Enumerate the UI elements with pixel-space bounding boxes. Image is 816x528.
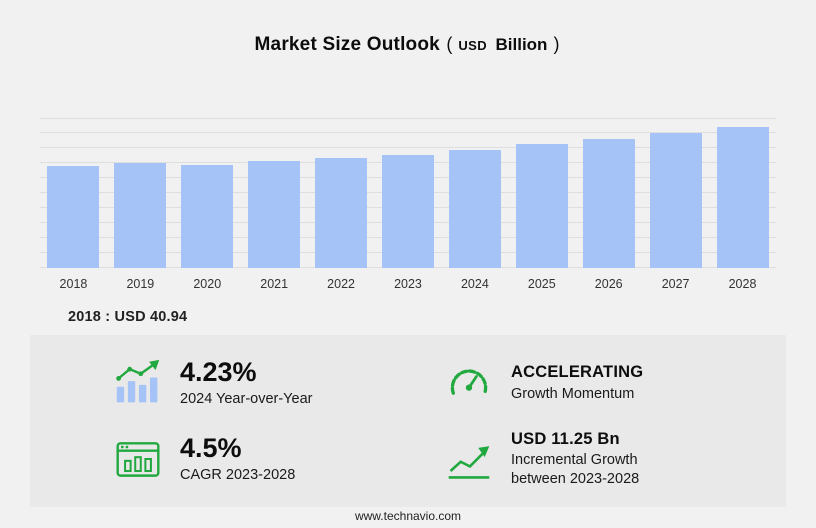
bar-chart: 2018 2019 2020 2021 2022 2023 2024 2025 2026 2027… [40, 118, 776, 291]
x-tick-2023: 2023 [394, 277, 422, 291]
subtitle-paren-close: ) [553, 34, 560, 54]
speedometer-icon [450, 369, 488, 395]
bar-2024 [448, 149, 501, 268]
stat-year-over-year: 4.23% 2024 Year-over-Year [114, 358, 445, 407]
plot-area [40, 118, 776, 268]
stat-growth-momentum: ACCELERATING Growth Momentum [445, 359, 776, 407]
growth-arrow-icon [448, 446, 490, 479]
x-tick-2020: 2020 [193, 277, 222, 291]
bar-2028 [716, 126, 769, 268]
bar-column-2028 [709, 119, 776, 268]
bar-column-2023 [375, 119, 442, 268]
bar-2026 [582, 138, 635, 268]
bars [40, 119, 776, 268]
x-tick-2028: 2028 [728, 277, 757, 291]
bar-2025 [515, 144, 568, 268]
chart-header: Market Size Outlook ( USD Billion) [0, 0, 816, 56]
stat-value: ACCELERATING [511, 363, 644, 382]
bar-column-2018 [40, 119, 107, 268]
chart-window-icon [116, 442, 160, 477]
stat-incremental-growth: USD 11.25 Bn Incremental Growth between … [445, 430, 776, 487]
subtitle-paren-open: ( [446, 34, 453, 54]
stat-text: ACCELERATING Growth Momentum [511, 363, 643, 402]
bar-2018 [47, 166, 100, 268]
bar-2022 [315, 158, 368, 268]
stat-label: CAGR 2023-2028 [180, 466, 296, 483]
page-title: Market Size Outlook [254, 34, 440, 55]
bar-column-2019 [107, 119, 174, 268]
stat-text: 4.23% 2024 Year-over-Year [180, 358, 312, 407]
bar-2021 [248, 161, 301, 268]
bar-2023 [381, 154, 434, 268]
x-tick-2022: 2022 [327, 277, 355, 291]
x-tick-2019: 2019 [126, 277, 155, 291]
subtitle-unit: Billion [495, 35, 548, 54]
bar-column-2025 [508, 119, 575, 268]
subtitle-currency: USD [458, 38, 488, 53]
trend-bars-icon [116, 359, 160, 403]
stat-value: 4.23% [180, 357, 257, 388]
website-url: www.technavio.com [354, 509, 462, 523]
x-tick-2021: 2021 [260, 277, 289, 291]
x-axis-labels: 2018 2019 2020 2021 2022 2023 2024 2025 2026 2027… [40, 277, 776, 291]
x-tick-2024: 2024 [460, 277, 489, 291]
x-tick-2026: 2026 [594, 277, 623, 291]
bar-column-2020 [174, 119, 241, 268]
stat-text: 4.5% CAGR 2023-2028 [180, 434, 295, 483]
stat-cagr: 4.5% CAGR 2023-2028 [114, 434, 445, 483]
bar-column-2021 [241, 119, 308, 268]
bar-column-2026 [575, 119, 642, 268]
bar-column-2024 [441, 119, 508, 268]
x-tick-2025: 2025 [527, 277, 556, 291]
stat-text: USD 11.25 Bn Incremental Growth between … [511, 430, 679, 487]
stat-value: USD 11.25 Bn [511, 430, 620, 449]
stat-value: 4.5% [180, 433, 242, 464]
stats-panel: 4.23% 2024 Year-over-Year ACCELERATING G… [30, 335, 786, 507]
x-tick-2027: 2027 [661, 277, 690, 291]
bar-2020 [181, 164, 234, 268]
x-tick-2018: 2018 [59, 277, 88, 291]
stat-label: 2024 Year-over-Year [180, 390, 313, 407]
first-year-value-label: 2018 : USD 40.94 [68, 309, 188, 325]
bar-column-2022 [308, 119, 375, 268]
bar-2019 [114, 163, 167, 268]
bar-column-2027 [642, 119, 709, 268]
stat-label: Growth Momentum [511, 385, 635, 402]
stat-label: Incremental Growth between 2023-2028 [511, 452, 640, 487]
bar-2027 [649, 132, 702, 268]
